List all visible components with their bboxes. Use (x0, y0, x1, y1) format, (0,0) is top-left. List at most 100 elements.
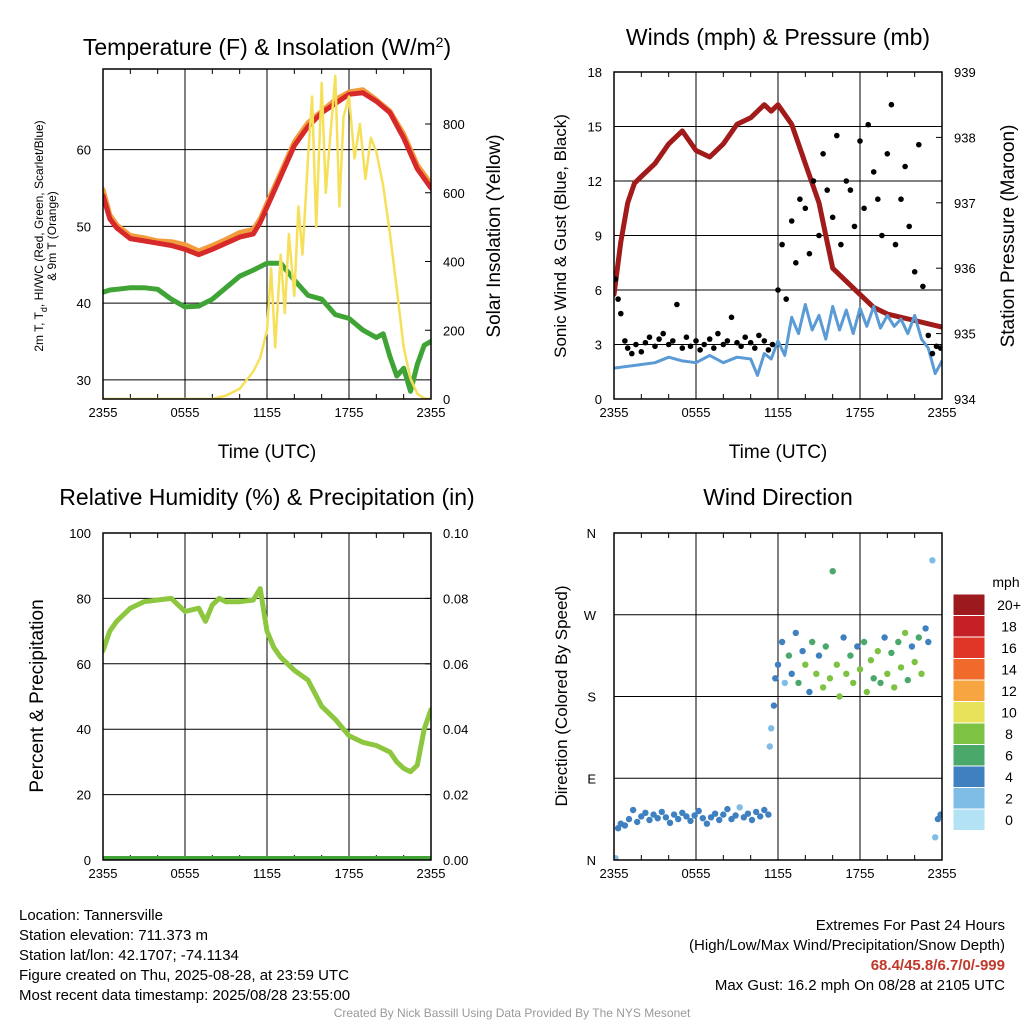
gust-point (674, 301, 680, 308)
y2-tick-label: 935 (954, 327, 976, 342)
wind-direction-ylabel: Direction (Colored By Speed) (552, 585, 571, 806)
direction-point (675, 815, 682, 823)
humidity-ylabel: Percent & Precipitation (27, 599, 48, 792)
direction-point (856, 666, 864, 673)
gust-point (752, 345, 758, 351)
y2-tick-label: 0.08 (443, 591, 468, 606)
direction-point (679, 809, 686, 816)
legend-swatch (952, 765, 986, 788)
gust-point (925, 332, 932, 339)
direction-point (711, 810, 719, 817)
direction-point (850, 679, 857, 687)
direction-point (867, 657, 875, 664)
legend-label: 16 (1001, 640, 1017, 656)
wind-direction-title: Wind Direction (703, 484, 853, 510)
wind-series-0 (614, 102, 942, 330)
legend-label: 8 (1005, 726, 1013, 742)
gust-point (810, 178, 817, 184)
direction-point (638, 813, 645, 820)
direction-point (870, 675, 877, 682)
gust-point (851, 223, 858, 230)
legend-label: 4 (1005, 769, 1013, 785)
rh-series-0 (103, 586, 431, 775)
direction-point (840, 634, 847, 641)
direction-point (666, 819, 674, 826)
x-tick-label: 2355 (600, 866, 629, 881)
gust-point (711, 345, 717, 351)
dir-frame (613, 532, 943, 861)
winds-xlabel: Time (UTC) (729, 442, 828, 463)
gust-point (615, 296, 621, 302)
direction-point (724, 805, 731, 813)
gust-point (847, 187, 854, 193)
legend-label: 2 (1005, 790, 1013, 806)
gust-point (920, 283, 926, 290)
direction-point (904, 676, 911, 684)
speed-legend: mph 0 2 4 6 8 10 12 14 16 18 20+ (952, 574, 1021, 831)
gust-point (820, 151, 826, 157)
wind-series-1 (614, 303, 942, 377)
x-tick-label: 1155 (764, 866, 792, 881)
y-tick-label: 3 (595, 338, 602, 353)
x-tick-label: 1155 (253, 405, 281, 420)
direction-point (695, 807, 702, 815)
extremes-subtitle: (High/Low/Max Wind/Precipitation/Snow De… (689, 937, 1005, 954)
gust-point (629, 350, 635, 357)
direction-point (766, 743, 773, 750)
gust-point (720, 341, 727, 348)
x-tick-label: 1755 (335, 866, 364, 881)
y-tick-label: 18 (588, 65, 602, 80)
direction-point (854, 643, 861, 650)
gust-point (888, 101, 895, 108)
direction-point (822, 643, 829, 650)
direction-point (788, 670, 795, 677)
temperature-ylabel-line2: & 9m T (Orange) (45, 191, 59, 281)
gust-point (660, 330, 666, 337)
direction-point (799, 647, 806, 655)
x-tick-label: 0555 (171, 866, 200, 881)
direction-point (847, 652, 854, 659)
x-tick-label: 1755 (335, 405, 364, 420)
y2-tick-label: 0 (443, 392, 450, 407)
x-tick-label: 2355 (89, 405, 118, 420)
legend-swatch (952, 722, 986, 745)
y2-tick-label: 934 (954, 392, 976, 407)
direction-point (785, 652, 793, 659)
gust-point (693, 338, 699, 344)
legend-swatch (952, 593, 986, 616)
y-tick-label: 60 (77, 143, 91, 158)
direction-point (707, 814, 715, 821)
gust-point (857, 138, 863, 144)
gust-point (806, 250, 813, 257)
direction-point (895, 638, 902, 646)
wind-frame (613, 71, 943, 400)
direction-point (774, 661, 782, 668)
y-tick-label: N (587, 526, 596, 541)
gust-point (916, 141, 922, 148)
direction-point (736, 804, 743, 811)
direction-point (699, 815, 706, 822)
y-tick-label: E (587, 771, 596, 786)
x-tick-label: 2355 (928, 405, 957, 420)
gust-point (724, 338, 731, 344)
temperature-y2label: Solar Insolation (Yellow) (484, 134, 505, 337)
gust-point (728, 314, 735, 321)
gust-point (838, 241, 844, 248)
legend-swatch (952, 787, 986, 810)
direction-point (732, 812, 739, 819)
direction-point (740, 814, 747, 821)
temp-series-1 (103, 90, 431, 258)
direction-point (778, 638, 786, 646)
y2-tick-label: 0.02 (443, 788, 468, 803)
gust-point (870, 169, 877, 175)
direction-point (670, 811, 678, 818)
gust-point (697, 347, 703, 353)
gust-point (761, 338, 768, 344)
direction-point (884, 670, 891, 677)
direction-point (836, 693, 843, 700)
y-tick-label: N (587, 853, 596, 868)
direction-point (772, 675, 779, 682)
direction-point (646, 816, 653, 824)
gust-point (638, 349, 645, 355)
